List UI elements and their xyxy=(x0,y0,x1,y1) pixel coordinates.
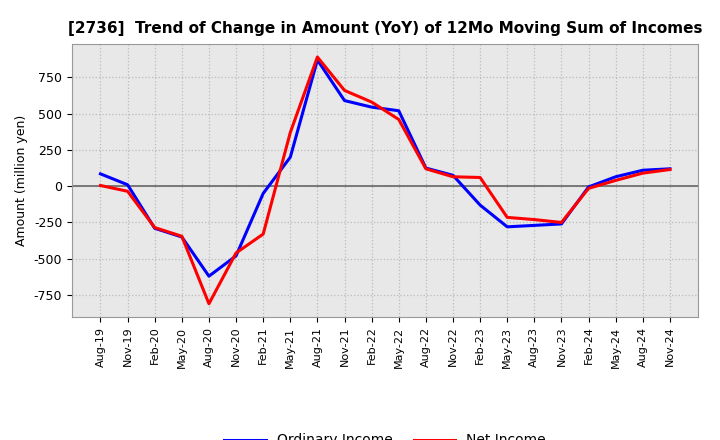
Ordinary Income xyxy=(204,274,213,279)
Net Income xyxy=(341,88,349,93)
Y-axis label: Amount (million yen): Amount (million yen) xyxy=(15,115,28,246)
Line: Net Income: Net Income xyxy=(101,57,670,304)
Net Income xyxy=(449,174,457,180)
Net Income xyxy=(367,99,376,105)
Ordinary Income xyxy=(530,223,539,228)
Ordinary Income xyxy=(611,174,620,180)
Net Income xyxy=(530,217,539,222)
Net Income xyxy=(232,250,240,256)
Ordinary Income xyxy=(476,202,485,208)
Net Income xyxy=(584,186,593,191)
Net Income xyxy=(96,183,105,188)
Ordinary Income xyxy=(557,221,566,227)
Ordinary Income xyxy=(123,182,132,187)
Net Income xyxy=(557,220,566,225)
Ordinary Income xyxy=(178,235,186,240)
Ordinary Income xyxy=(259,191,268,196)
Net Income xyxy=(639,171,647,176)
Net Income xyxy=(123,189,132,194)
Ordinary Income xyxy=(421,165,430,171)
Ordinary Income xyxy=(395,108,403,114)
Ordinary Income xyxy=(150,226,159,231)
Net Income xyxy=(476,175,485,180)
Ordinary Income xyxy=(584,184,593,190)
Net Income xyxy=(313,55,322,60)
Line: Ordinary Income: Ordinary Income xyxy=(101,60,670,276)
Ordinary Income xyxy=(313,57,322,62)
Net Income xyxy=(421,166,430,172)
Ordinary Income xyxy=(96,171,105,176)
Net Income xyxy=(611,178,620,183)
Net Income xyxy=(395,117,403,122)
Net Income xyxy=(259,231,268,237)
Ordinary Income xyxy=(286,154,294,160)
Net Income xyxy=(150,225,159,230)
Ordinary Income xyxy=(232,253,240,258)
Net Income xyxy=(503,215,511,220)
Title: [2736]  Trend of Change in Amount (YoY) of 12Mo Moving Sum of Incomes: [2736] Trend of Change in Amount (YoY) o… xyxy=(68,21,703,36)
Ordinary Income xyxy=(639,168,647,173)
Net Income xyxy=(286,130,294,135)
Net Income xyxy=(178,234,186,239)
Ordinary Income xyxy=(503,224,511,230)
Ordinary Income xyxy=(367,104,376,110)
Ordinary Income xyxy=(449,172,457,178)
Net Income xyxy=(665,167,674,172)
Legend: Ordinary Income, Net Income: Ordinary Income, Net Income xyxy=(219,427,552,440)
Net Income xyxy=(204,301,213,306)
Ordinary Income xyxy=(341,98,349,103)
Ordinary Income xyxy=(665,166,674,172)
